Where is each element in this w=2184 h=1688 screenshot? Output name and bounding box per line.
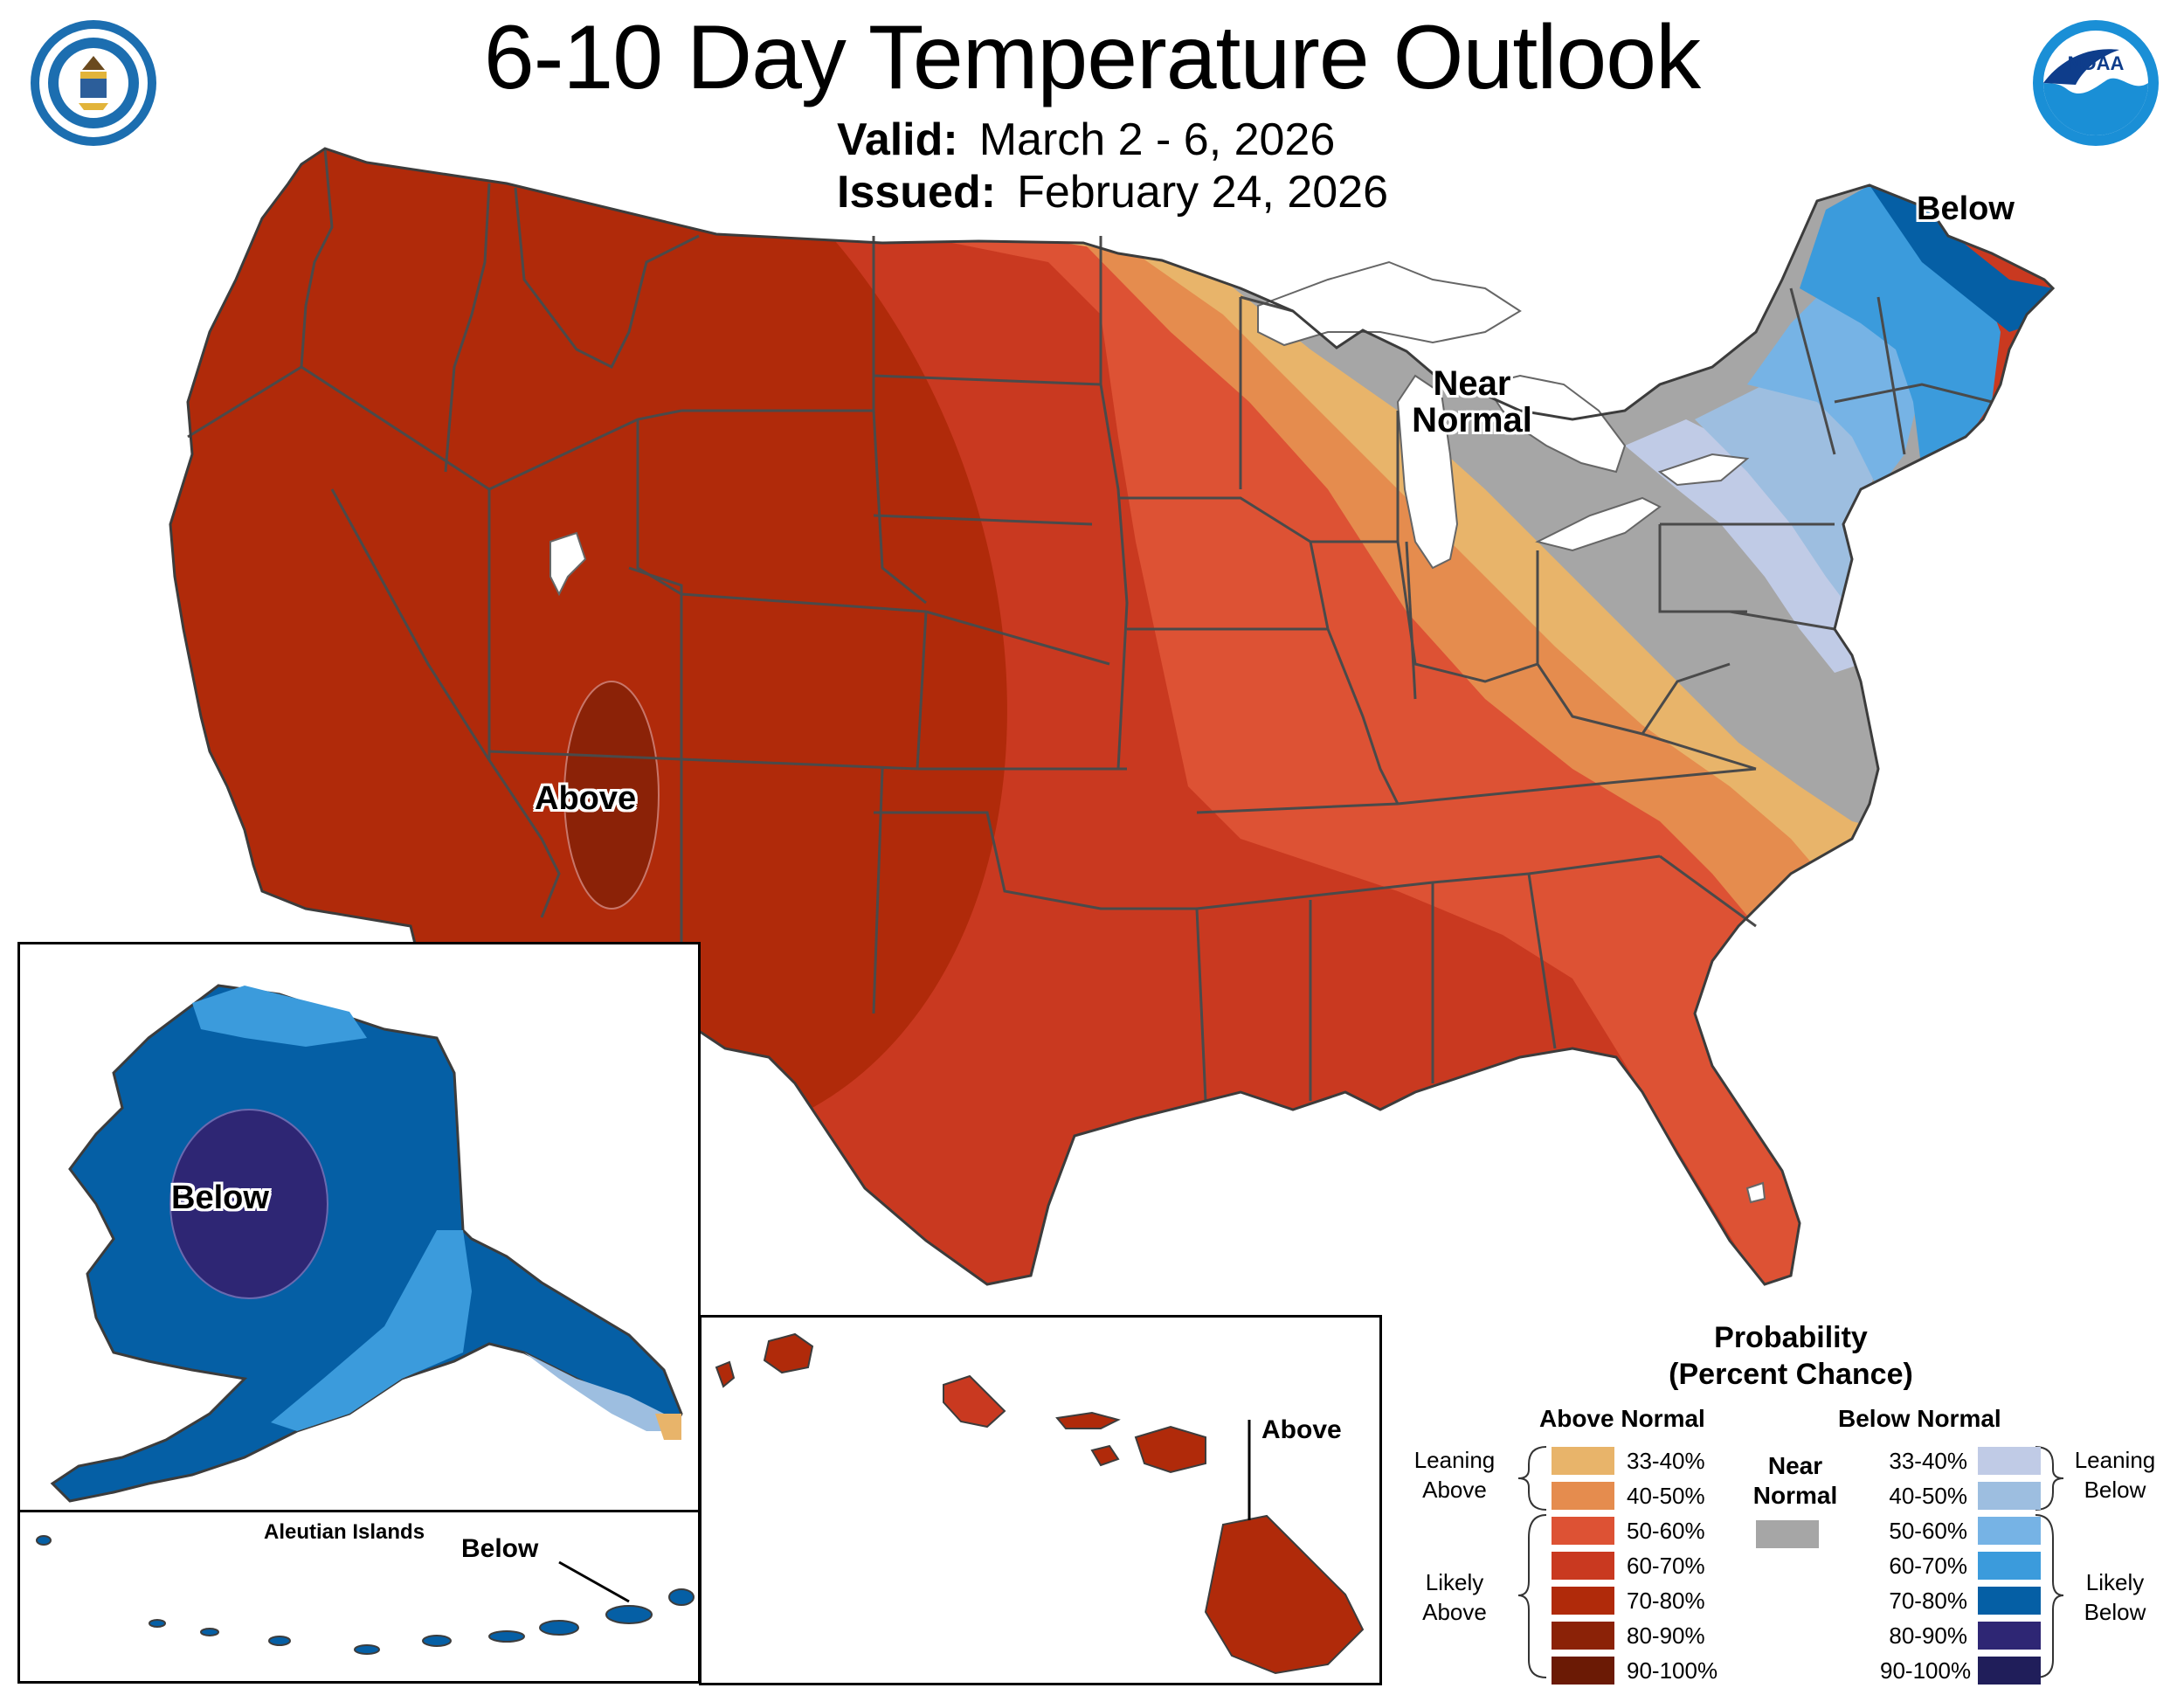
legend-above-swatch: [1552, 1622, 1614, 1650]
legend-below-swatch: [1978, 1587, 2041, 1615]
legend-above-swatch: [1552, 1587, 1614, 1615]
map-title: 6-10 Day Temperature Outlook: [483, 7, 1701, 108]
conus-outline: [169, 147, 2056, 1286]
legend-leaning-above-1: Leaning: [1413, 1447, 1496, 1473]
lake-michigan: [1396, 374, 1459, 570]
legend-likely-above-1: Likely: [1425, 1569, 1484, 1595]
band-above-70-80: [170, 149, 1007, 1147]
band-above-80-90: [563, 681, 660, 910]
lake-superior: [1257, 260, 1522, 347]
legend-above-label: 33-40%: [1627, 1448, 1705, 1474]
legend-below-swatch: [1978, 1517, 2041, 1545]
legend-above-swatch: [1552, 1657, 1614, 1685]
legend-above-label: 40-50%: [1627, 1483, 1705, 1509]
conus-near-line-2: Normal: [1412, 401, 1532, 439]
lake-ontario: [1657, 453, 1750, 487]
hawaii-inset: [699, 1315, 1382, 1685]
conus-near-line-1: Near: [1433, 364, 1511, 403]
legend-below-label: 90-100%: [1880, 1657, 1972, 1684]
legend-likely-above-2: Above: [1422, 1599, 1487, 1625]
legend-below-swatch: [1978, 1552, 2041, 1580]
legend-above-swatch: [1552, 1447, 1614, 1475]
lake-erie: [1535, 496, 1662, 552]
alaska-band-60-70-south: [271, 1230, 472, 1431]
aleutian-title: Aleutian Islands: [264, 1520, 425, 1544]
legend-near-header-1: Near: [1767, 1452, 1823, 1479]
alaska-inset: [17, 942, 701, 1513]
legend-above-label: 90-100%: [1627, 1657, 1718, 1684]
aleutian-pointer-line: [558, 1560, 630, 1603]
legend-above-label: 80-90%: [1627, 1622, 1705, 1649]
issued-line: Issued: February 24, 2026: [837, 166, 1388, 218]
legend-above-swatch: [1552, 1482, 1614, 1510]
legend-below-label: 80-90%: [1889, 1622, 1967, 1649]
niihau-island: [715, 1360, 736, 1388]
alaska-band-40-50: [524, 1352, 673, 1431]
great-lakes: [549, 260, 1766, 1204]
band-below-40-50: [1695, 376, 1887, 612]
conus-below-label: Below: [1917, 190, 2015, 227]
legend-likely-below-1: Likely: [2085, 1569, 2145, 1595]
noaa-logo-text: NOAA: [2068, 52, 2125, 74]
conus-near-normal-label: Near Normal: [1398, 365, 1546, 439]
legend-leaning-above-2: Above: [1422, 1477, 1487, 1503]
state-borders: [187, 148, 1993, 1102]
alaska-below-label: Below: [171, 1180, 269, 1216]
hawaii-above-label: Above: [1261, 1415, 1342, 1444]
big-island: [1204, 1514, 1365, 1675]
legend-below-label: 70-80%: [1889, 1588, 1967, 1614]
legend-below-header: Below Normal: [1838, 1405, 2001, 1432]
lake-huron: [1483, 374, 1627, 474]
issued-label: Issued:: [837, 167, 997, 218]
legend-likely-below-2: Below: [2084, 1599, 2146, 1625]
maui-island: [1134, 1425, 1206, 1474]
valid-line: Valid: March 2 - 6, 2026: [837, 114, 1335, 166]
oahu-island: [943, 1374, 1006, 1429]
legend-below-swatch: [1978, 1482, 2041, 1510]
legend-leaning-below-1: Leaning: [2074, 1447, 2156, 1473]
lanai-island: [1090, 1444, 1120, 1467]
molokai-island: [1055, 1411, 1121, 1429]
alaska-band-80-90: [169, 1109, 328, 1299]
alaska-band-60-70-north: [192, 986, 367, 1047]
legend-below-swatch: [1978, 1657, 2041, 1685]
legend-near-header-2: Normal: [1752, 1482, 1838, 1509]
lake-okeechobee: [1745, 1181, 1766, 1204]
legend-title-2: (Percent Chance): [1669, 1358, 1913, 1391]
band-below-70-80: [1870, 185, 2053, 332]
legend-above-label: 50-60%: [1627, 1518, 1705, 1544]
legend-above-swatch: [1552, 1517, 1614, 1545]
valid-label: Valid:: [837, 114, 958, 165]
alaska-band-above-33-40: [655, 1414, 681, 1440]
legend-title-1: Probability: [1714, 1321, 1868, 1354]
legend-below-label: 33-40%: [1889, 1448, 1967, 1474]
issued-date: February 24, 2026: [1017, 167, 1388, 218]
legend-below-swatch: [1978, 1447, 2041, 1475]
commerce-seal-icon: [31, 20, 156, 146]
legend-above-label: 60-70%: [1627, 1553, 1705, 1579]
great-salt-lake: [549, 531, 587, 597]
legend-above-label: 70-80%: [1627, 1588, 1705, 1614]
legend-near-swatch: [1756, 1520, 1819, 1548]
legend-below-label: 40-50%: [1889, 1483, 1967, 1509]
legend-below-label: 60-70%: [1889, 1553, 1967, 1579]
valid-dates: March 2 - 6, 2026: [978, 114, 1336, 165]
legend-above-header: Above Normal: [1539, 1405, 1705, 1432]
legend-below-swatch: [1978, 1622, 2041, 1650]
conus-above-label: Above: [535, 780, 637, 817]
noaa-logo-icon: NOAA: [2033, 20, 2159, 146]
kauai-island: [763, 1332, 814, 1374]
legend-leaning-below-2: Below: [2084, 1477, 2146, 1503]
legend-above-swatch: [1552, 1552, 1614, 1580]
aleutian-below-label: Below: [461, 1534, 539, 1563]
legend-below-label: 50-60%: [1889, 1518, 1967, 1544]
